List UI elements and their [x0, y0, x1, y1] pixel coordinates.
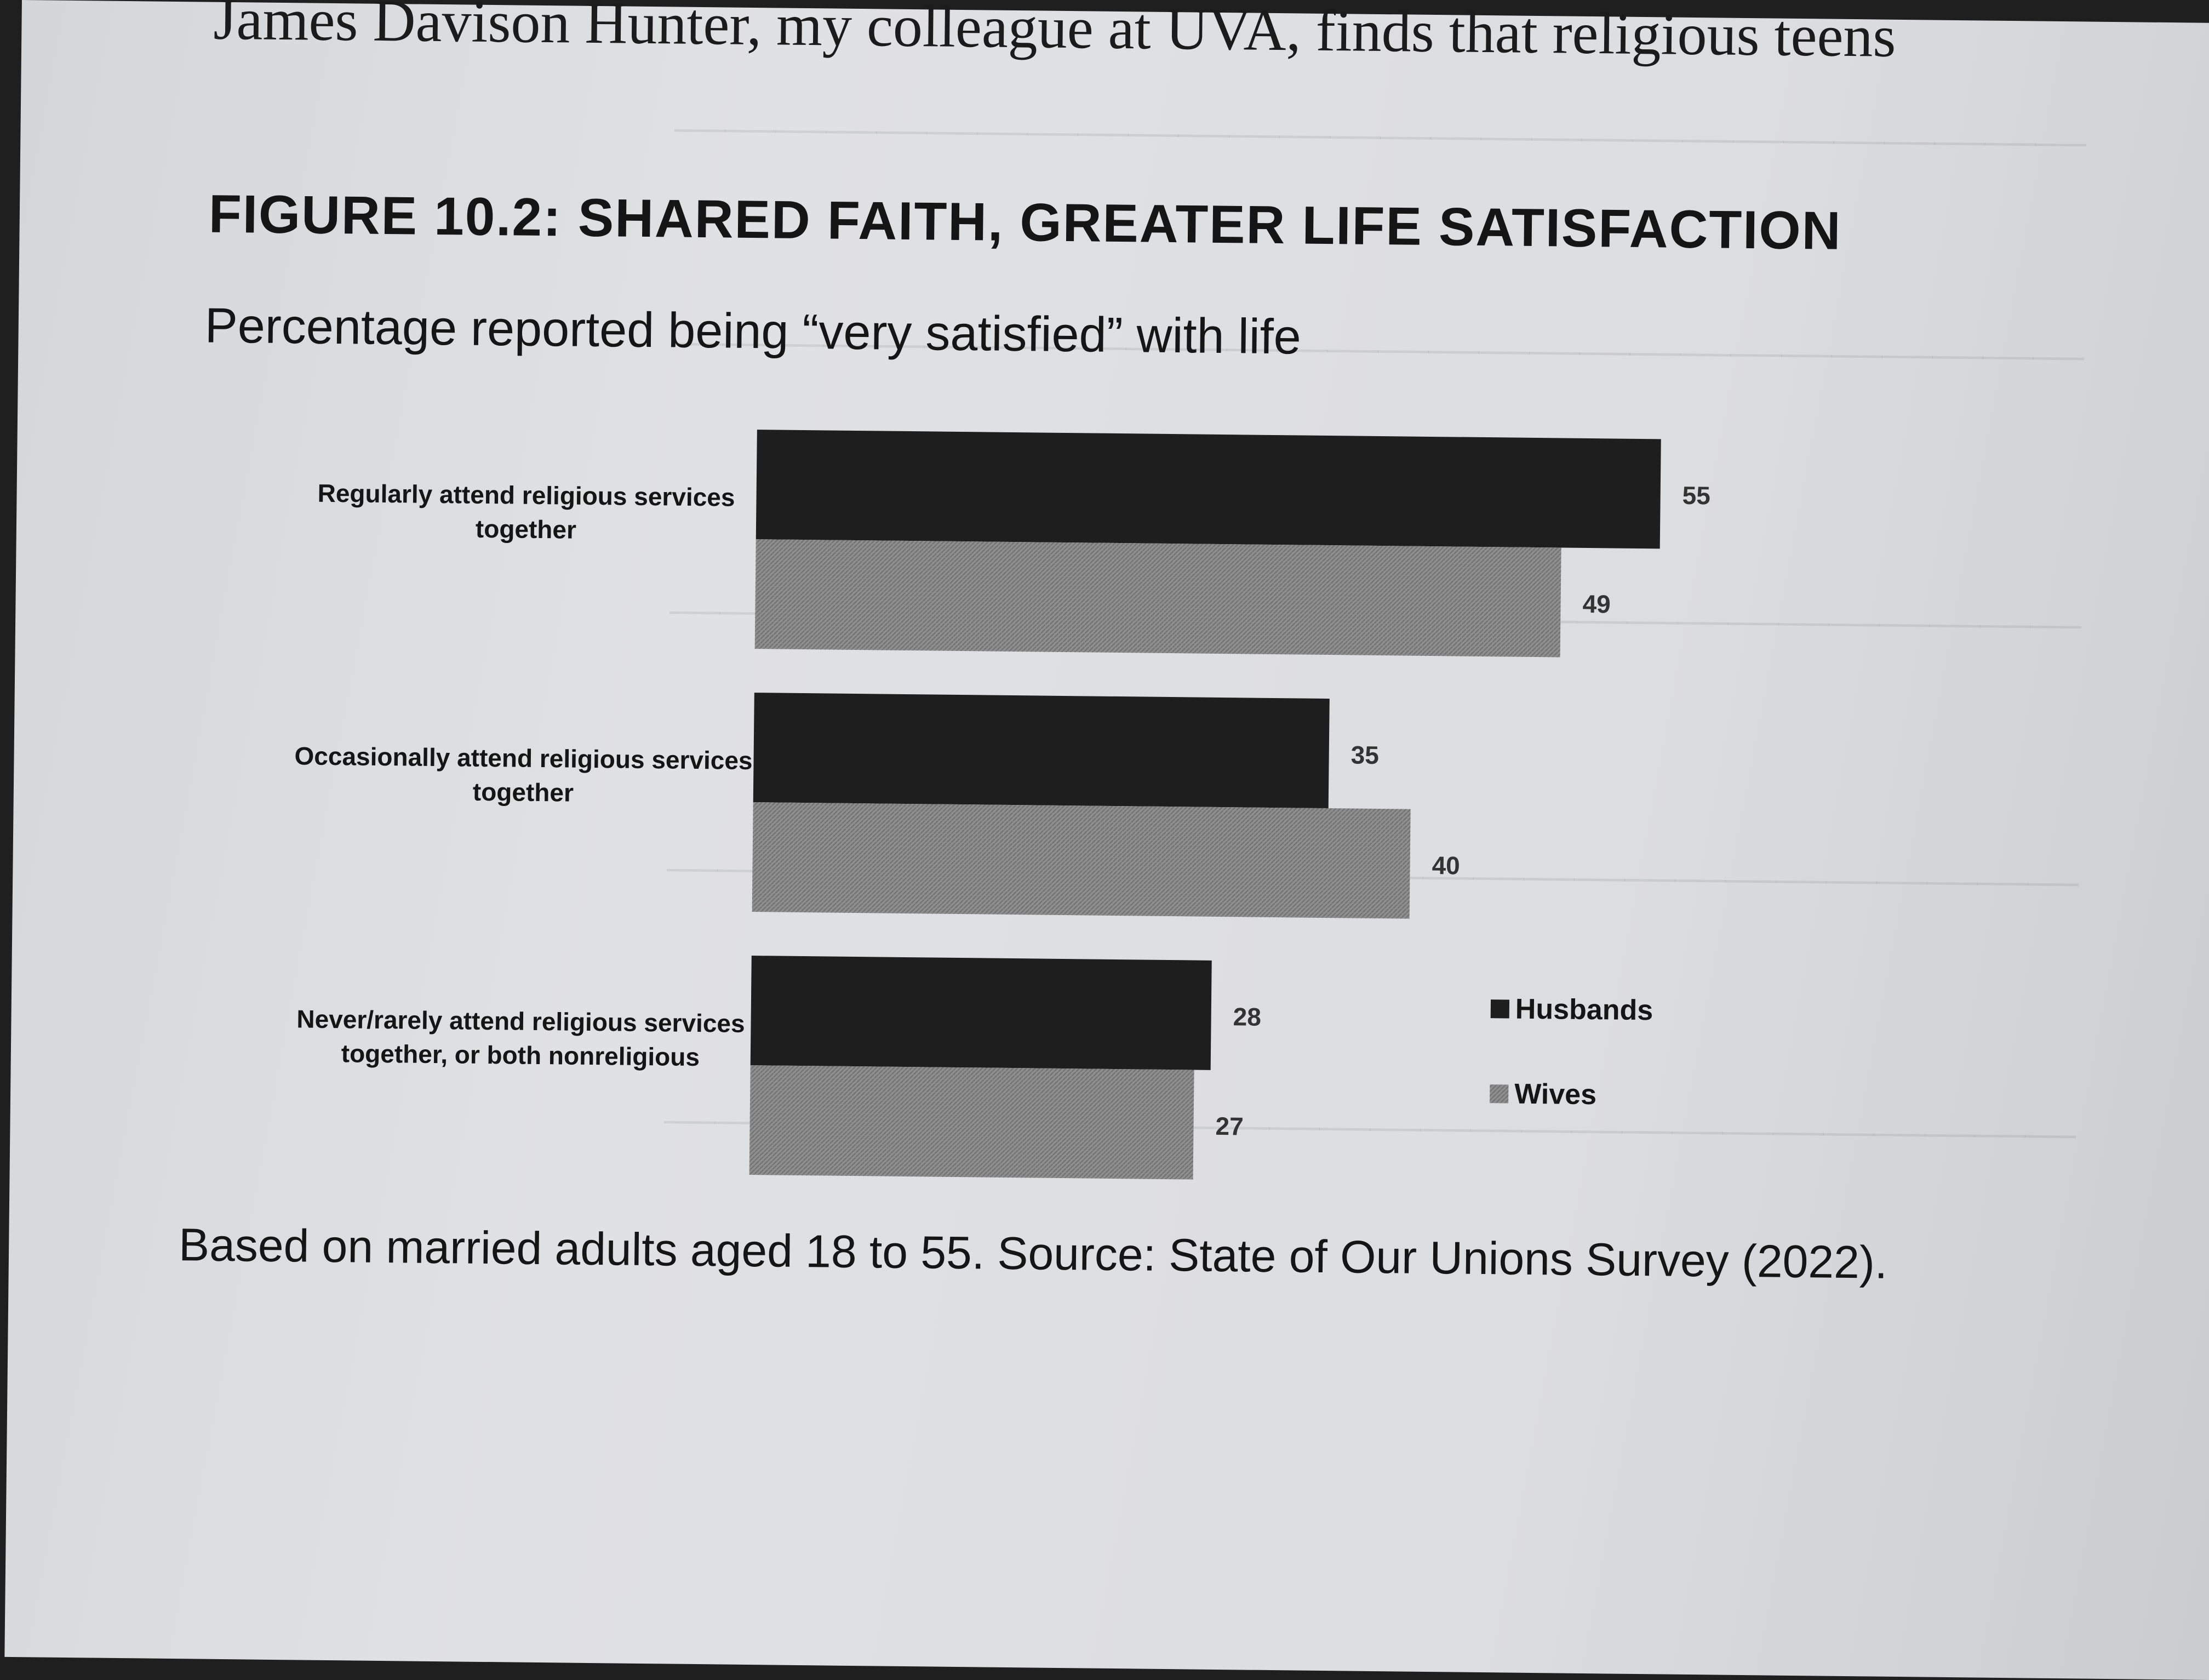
bar-husbands-1: [756, 430, 1661, 549]
data-label-husbands-2: 35: [1350, 740, 1379, 769]
data-label-husbands-1: 55: [1682, 481, 1710, 510]
legend-label-husbands: Husbands: [1515, 993, 1653, 1027]
data-label-wives-1: 49: [1582, 590, 1611, 619]
legend-label-wives: Wives: [1514, 1078, 1596, 1111]
category-label-2: together: [473, 778, 574, 807]
category-label-2: Occasionally attend religious services: [294, 741, 753, 775]
bar-chart: 55 49 Regularly attend religious services t…: [294, 430, 1710, 1180]
bar-wives-2: [752, 802, 1411, 919]
data-label-wives-2: 40: [1432, 851, 1460, 880]
book-page: ———————————————————————————— ———————————…: [4, 0, 2209, 1680]
category-label-3: together, or both nonreligious: [341, 1039, 700, 1071]
bar-husbands-3: [750, 956, 1212, 1070]
data-label-husbands-3: 28: [1233, 1002, 1261, 1031]
data-label-wives-3: 27: [1215, 1112, 1244, 1141]
bar-wives-3: [749, 1065, 1194, 1180]
legend-swatch-husbands: [1490, 999, 1510, 1019]
category-label-3: Never/rarely attend religious services: [296, 1004, 745, 1038]
legend-swatch-wives: [1490, 1084, 1509, 1104]
category-label-1: Regularly attend religious services: [317, 479, 735, 512]
bar-wives-1: [754, 539, 1561, 658]
bar-husbands-2: [753, 693, 1330, 809]
category-label-1: together: [476, 515, 577, 544]
